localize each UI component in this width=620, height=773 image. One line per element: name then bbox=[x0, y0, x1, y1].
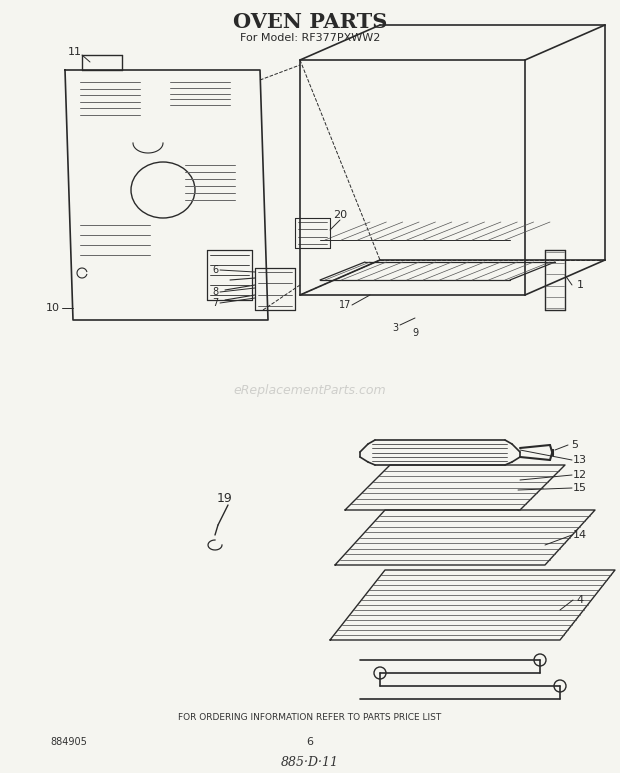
Text: eReplacementParts.com: eReplacementParts.com bbox=[234, 383, 386, 397]
Text: 8: 8 bbox=[212, 287, 218, 297]
Text: 14: 14 bbox=[573, 530, 587, 540]
Text: 885·D·11: 885·D·11 bbox=[281, 755, 339, 768]
Text: 10: 10 bbox=[46, 303, 60, 313]
Text: 13: 13 bbox=[573, 455, 587, 465]
Text: 11: 11 bbox=[68, 47, 82, 57]
Text: 1: 1 bbox=[577, 280, 583, 290]
Text: 5: 5 bbox=[572, 440, 578, 450]
Text: 4: 4 bbox=[577, 595, 583, 605]
Text: FOR ORDERING INFORMATION REFER TO PARTS PRICE LIST: FOR ORDERING INFORMATION REFER TO PARTS … bbox=[179, 713, 441, 723]
Text: 15: 15 bbox=[573, 483, 587, 493]
Text: For Model: RF377PXWW2: For Model: RF377PXWW2 bbox=[240, 33, 380, 43]
Text: 19: 19 bbox=[217, 492, 233, 505]
Text: 6: 6 bbox=[306, 737, 314, 747]
Text: 7: 7 bbox=[212, 298, 218, 308]
Text: 12: 12 bbox=[573, 470, 587, 480]
Text: 20: 20 bbox=[333, 210, 347, 220]
Text: OVEN PARTS: OVEN PARTS bbox=[233, 12, 387, 32]
Text: 9: 9 bbox=[412, 328, 418, 338]
Text: 17: 17 bbox=[339, 300, 351, 310]
Text: 3: 3 bbox=[392, 323, 398, 333]
Text: 6: 6 bbox=[212, 265, 218, 275]
Text: 884905: 884905 bbox=[50, 737, 87, 747]
